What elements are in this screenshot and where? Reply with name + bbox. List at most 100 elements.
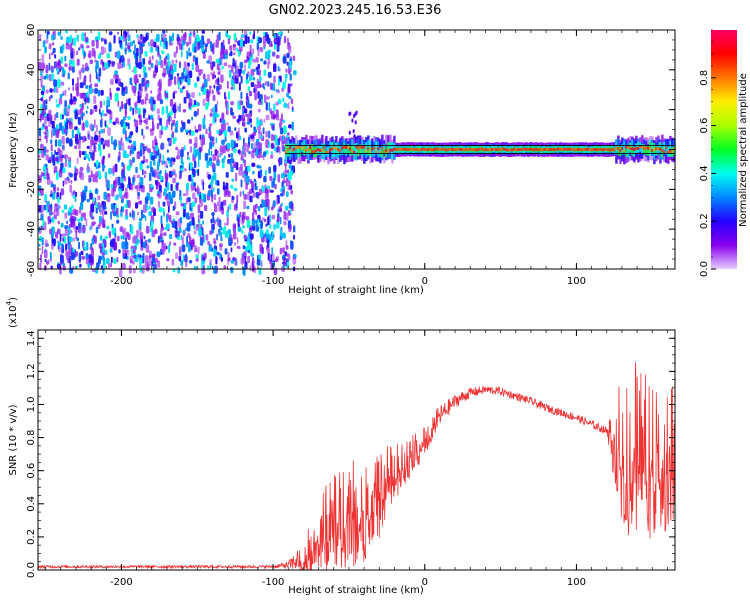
- spectrogram-cell: [81, 32, 85, 42]
- spectrogram-cell: [38, 193, 41, 197]
- spectrogram-cell: [230, 101, 234, 106]
- spectrogram-cell: [69, 184, 73, 193]
- spectrogram-cell: [196, 185, 199, 195]
- spectrogram-cell: [120, 235, 124, 240]
- spectrogram-cell: [125, 85, 127, 94]
- spectrogram-cell: [79, 108, 82, 116]
- spectrogram-cell: [47, 30, 50, 35]
- spectrogram-cell: [93, 105, 97, 110]
- spectrogram-cell: [277, 216, 279, 224]
- spectrogram-cell: [203, 78, 208, 88]
- spectrogram-cell: [185, 212, 190, 220]
- spectrogram-cell: [154, 257, 159, 264]
- spectrogram-cell: [233, 187, 238, 192]
- spectrogram-cell: [53, 170, 56, 174]
- spectrogram-cell: [195, 57, 199, 66]
- spectrogram-cell: [77, 76, 79, 86]
- spectrogram-cell: [291, 143, 294, 154]
- spectrogram-cell: [238, 127, 240, 136]
- spectrogram-cell: [152, 123, 155, 130]
- spectrogram-cell: [172, 190, 176, 198]
- spectrogram-cell: [129, 131, 134, 136]
- spectrogram-cell: [139, 43, 142, 51]
- spectrogram-cell: [441, 147, 444, 151]
- spectrogram-cell: [228, 237, 232, 247]
- spectrogram-cell: [243, 137, 245, 147]
- spectrogram-cell: [157, 181, 161, 187]
- spectrogram-cell: [150, 62, 154, 68]
- spectrogram-cell: [247, 86, 250, 92]
- spectrogram-cell: [255, 203, 258, 209]
- spectrogram-cell: [72, 66, 75, 73]
- spectrogram-cell: [51, 52, 54, 56]
- spectrogram-cell: [113, 242, 118, 251]
- spectrogram-cell: [499, 148, 502, 152]
- spectrogram-cell: [137, 35, 141, 43]
- spectrogram-cell: [232, 115, 236, 119]
- spectrogram-cell: [84, 216, 86, 221]
- spectrogram-cell: [81, 115, 83, 119]
- spectrogram-cell: [64, 162, 68, 167]
- spectrogram-cell: [71, 191, 74, 197]
- spectrogram-cell: [166, 66, 169, 75]
- spectrogram-cell: [104, 139, 108, 147]
- spectrogram-cell: [605, 147, 608, 151]
- x-tick-label: 100: [567, 276, 586, 287]
- spectrogram-cell: [267, 239, 270, 249]
- spectrogram-cell: [565, 147, 568, 151]
- spectrogram-cell: [663, 141, 666, 152]
- spectrogram-cell: [241, 114, 245, 122]
- spectrogram-cell: [92, 173, 96, 183]
- spectrogram-cell: [44, 167, 47, 176]
- spectrogram-cell: [195, 224, 200, 231]
- spectrogram-cell: [60, 81, 65, 86]
- spectrogram-cell: [129, 106, 132, 112]
- spectrogram-cell: [246, 55, 249, 63]
- spectrogram-cell: [417, 148, 420, 152]
- spectrogram-cell: [287, 148, 290, 152]
- spectrogram-cell: [216, 251, 220, 256]
- spectrogram-cell: [67, 258, 71, 264]
- spectrogram-cell: [669, 149, 672, 153]
- spectrogram-cell: [263, 60, 267, 65]
- spectrogram-cell: [130, 260, 133, 264]
- spectrogram-cell: [241, 220, 244, 225]
- spectrogram-cell: [217, 71, 220, 75]
- spectrogram-cell: [51, 216, 55, 223]
- spectrogram-cell: [130, 159, 133, 166]
- spectrogram-cell: [156, 33, 160, 42]
- spectrogram-cell: [122, 229, 125, 235]
- spectrogram-cell: [100, 137, 104, 145]
- spectrogram-cell: [103, 113, 108, 117]
- spectrogram-cell: [132, 157, 135, 163]
- spectrogram-cell: [175, 46, 178, 54]
- spectrogram-cell: [267, 216, 270, 226]
- spectrogram-cell: [297, 146, 300, 149]
- spectrogram-cell: [227, 91, 231, 100]
- spectrogram-cell: [265, 114, 270, 121]
- spectrogram-cell: [132, 40, 135, 44]
- spectrogram-cell: [197, 246, 200, 255]
- spectrogram-cell: [127, 45, 131, 50]
- spectrogram-cell: [123, 192, 128, 199]
- spectrogram-cell: [293, 147, 296, 151]
- spectrogram-cell: [190, 130, 195, 136]
- spectrogram-cell: [65, 249, 68, 257]
- spectrogram-cell: [87, 98, 90, 104]
- spectrogram-cell: [214, 219, 216, 225]
- spectrogram-cell: [387, 150, 390, 154]
- spectrogram-cell: [49, 180, 53, 184]
- spectrogram-cell: [280, 173, 285, 179]
- spectrogram-cell: [197, 204, 201, 214]
- spectrogram-cell: [41, 54, 45, 63]
- spectrogram-cell: [119, 42, 122, 48]
- spectrogram-cell: [168, 214, 172, 222]
- spectrogram-cell: [126, 153, 129, 158]
- spectrogram-cell: [138, 61, 142, 70]
- spectrogram-cell: [623, 141, 626, 152]
- spectrogram-cell: [70, 180, 73, 184]
- spectrogram-cell: [267, 71, 272, 78]
- spectrogram-cell: [193, 230, 197, 235]
- spectrogram-cell: [142, 109, 145, 119]
- spectrogram-cell: [285, 173, 288, 178]
